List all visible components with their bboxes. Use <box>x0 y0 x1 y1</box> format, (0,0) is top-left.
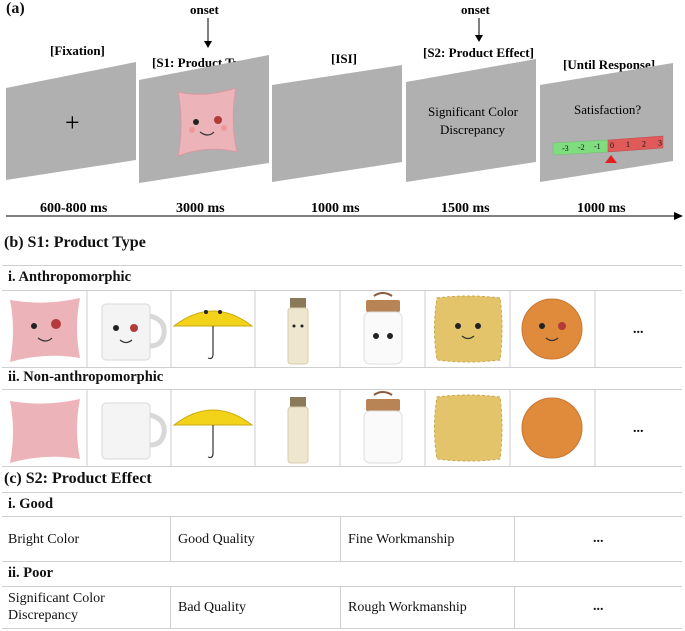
poor-effect-color-discrepancy-line2: Discrepancy <box>8 608 78 623</box>
good-effects-row <box>2 516 682 562</box>
rating-scale-label: -3 <box>562 144 569 153</box>
screen-title-s2: [S2: Product Effect] <box>423 45 534 60</box>
screen-fixation <box>6 62 136 180</box>
screen-isi <box>272 65 402 182</box>
panel-c-title: (c) S2: Product Effect <box>4 470 152 487</box>
anthro-frilled-pillow-image <box>434 295 503 363</box>
non-anthro-label: ii. Non-anthropomorphic <box>8 369 164 385</box>
good-effect-good-quality: Good Quality <box>178 532 255 547</box>
poor-col-divider-3 <box>514 586 515 629</box>
screen-s2 <box>406 59 536 182</box>
satisfaction-question: Satisfaction? <box>574 102 641 117</box>
duration-s1: 3000 ms <box>176 201 225 216</box>
good-label-row <box>2 492 682 517</box>
anthro-ellipsis: ... <box>633 322 644 337</box>
non-anthro-jar-image <box>363 391 403 464</box>
rating-scale-positive <box>607 135 664 153</box>
anthro-bottle-image <box>287 298 309 365</box>
rating-scale-label: -1 <box>594 142 601 151</box>
good-col-divider-3 <box>514 516 515 562</box>
rating-scale-label: 1 <box>626 140 630 149</box>
non-anthro-round-pillow-image <box>521 397 583 459</box>
good-col-divider-1 <box>170 516 171 562</box>
good-effect-fine-workmanship: Fine Workmanship <box>348 532 455 547</box>
onset-arrowhead-2 <box>475 35 483 42</box>
trial-sequence-diagram: onset onset [Fixation] [S1: Product Type… <box>6 2 683 220</box>
panel-a-label: (a) <box>6 0 25 17</box>
poor-label-row <box>2 561 682 587</box>
duration-response: 1000 ms <box>577 201 626 216</box>
screen-title-response: [Until Response] <box>563 57 655 72</box>
poor-col-divider-1 <box>170 586 171 629</box>
good-effect-bright-color: Bright Color <box>8 532 80 547</box>
product-image-grid: ... ... <box>10 290 644 467</box>
duration-s2: 1500 ms <box>441 201 490 216</box>
screen-title-isi: [ISI] <box>331 51 357 66</box>
good-effect-ellipsis: ... <box>593 531 604 546</box>
poor-effects-row <box>2 586 682 629</box>
anthro-round-pillow-image <box>521 298 583 360</box>
duration-fixation: 600-800 ms <box>40 201 108 216</box>
good-col-divider-2 <box>340 516 341 562</box>
onset-arrowhead-1 <box>204 41 212 48</box>
non-anthro-bottle-image <box>287 397 309 464</box>
rating-scale-labels: -3 -2 -1 0 1 2 3 <box>562 138 662 153</box>
non-anthro-umbrella-image <box>172 409 254 459</box>
screen-response <box>540 63 673 182</box>
anthro-mug-image <box>101 303 167 361</box>
non-anthro-image-row <box>2 389 682 467</box>
rating-scale-label: -2 <box>578 143 585 152</box>
duration-isi: 1000 ms <box>311 201 360 216</box>
non-anthro-pillow-image <box>10 399 80 463</box>
non-anthro-ellipsis: ... <box>633 421 644 436</box>
poor-effect-bad-quality: Bad Quality <box>178 600 247 615</box>
non-anthro-frilled-pillow-image <box>434 394 503 462</box>
panel-b-title: (b) S1: Product Type <box>4 234 146 251</box>
poor-label: ii. Poor <box>8 565 54 581</box>
good-label: i. Good <box>8 496 54 512</box>
onset-label-2: onset <box>461 2 491 17</box>
anthro-pillow-image <box>10 298 80 362</box>
poor-col-divider-2 <box>340 586 341 629</box>
poor-effect-rough-workmanship: Rough Workmanship <box>348 600 467 615</box>
anthro-umbrella-image <box>172 310 254 360</box>
onset-label-1: onset <box>190 2 220 17</box>
timeline-arrowhead <box>674 212 683 220</box>
rating-scale-label: 0 <box>610 141 614 150</box>
s2-stimulus-line2: Discrepancy <box>440 122 505 137</box>
rating-scale-label: 2 <box>642 139 646 148</box>
s1-pillow-image <box>177 87 238 157</box>
rating-pointer <box>605 155 617 163</box>
non-anthro-mug-image <box>101 402 167 460</box>
fixation-cross: + <box>65 108 80 137</box>
screen-title-fixation: [Fixation] <box>50 43 105 58</box>
poor-effect-color-discrepancy-line1: Significant Color <box>8 591 105 606</box>
anthro-label: i. Anthropomorphic <box>8 269 132 285</box>
s2-stimulus-line1: Significant Color <box>428 104 519 119</box>
rating-scale-label: 3 <box>658 138 662 147</box>
poor-effect-ellipsis: ... <box>593 599 604 614</box>
anthro-jar-image <box>363 292 403 365</box>
